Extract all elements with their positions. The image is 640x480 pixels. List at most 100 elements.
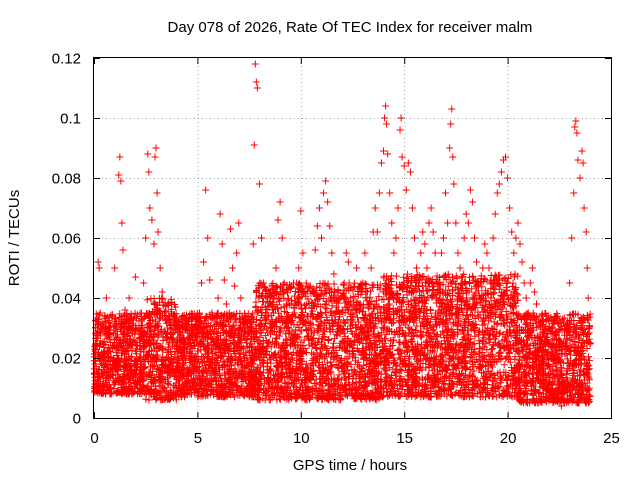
- band-point: [143, 351, 151, 359]
- band-point: [192, 353, 200, 361]
- band-point: [158, 361, 166, 369]
- band-point: [225, 375, 233, 383]
- band-point: [142, 373, 150, 381]
- band-point: [189, 315, 197, 323]
- band-point: [93, 314, 101, 322]
- band-point: [226, 367, 234, 375]
- band-point: [219, 380, 227, 388]
- band-point: [233, 374, 241, 382]
- band-point: [145, 333, 153, 341]
- band-point: [413, 322, 421, 330]
- band-point: [194, 359, 202, 367]
- band-point: [166, 324, 174, 332]
- band-point: [211, 351, 219, 359]
- band-point: [164, 391, 172, 399]
- band-point: [200, 366, 208, 374]
- band-point: [138, 386, 146, 394]
- band-point: [159, 337, 167, 345]
- band-point: [208, 363, 216, 371]
- band-point: [112, 349, 120, 357]
- band-point: [107, 311, 115, 319]
- band-point: [396, 339, 404, 347]
- band-point: [220, 317, 228, 325]
- band-point: [98, 322, 106, 330]
- band-point: [161, 317, 169, 325]
- band-point: [174, 343, 182, 351]
- band-point: [329, 343, 337, 351]
- band-point: [103, 313, 111, 321]
- band-point: [195, 363, 203, 371]
- band-point: [193, 347, 201, 355]
- band-point: [116, 336, 124, 344]
- band-point: [161, 376, 169, 384]
- band-point: [162, 362, 170, 370]
- band-point: [145, 396, 153, 404]
- band-point: [135, 317, 143, 325]
- band-point: [218, 384, 226, 392]
- band-point: [220, 344, 228, 352]
- band-point: [112, 331, 120, 339]
- band-point: [150, 341, 158, 349]
- band-point: [136, 390, 144, 398]
- band-point: [175, 391, 183, 399]
- band-point: [137, 331, 145, 339]
- band-point: [213, 319, 221, 327]
- band-point: [101, 347, 109, 355]
- band-point: [104, 361, 112, 369]
- band-point: [123, 382, 131, 390]
- band-point: [118, 386, 126, 394]
- band-point: [221, 363, 229, 371]
- band-point: [115, 363, 123, 371]
- band-point: [174, 350, 182, 358]
- band-point: [123, 312, 131, 320]
- band-point: [157, 307, 165, 315]
- band-point: [198, 328, 206, 336]
- band-point: [197, 338, 205, 346]
- band-point: [232, 381, 240, 389]
- band-point: [110, 322, 118, 330]
- band-point: [110, 356, 118, 364]
- band-point: [111, 360, 119, 368]
- band-point: [167, 299, 175, 307]
- band-point: [105, 317, 113, 325]
- band-point: [190, 342, 198, 350]
- band-point: [158, 394, 166, 402]
- band-point: [240, 318, 248, 326]
- band-point: [114, 367, 122, 375]
- band-point: [128, 330, 136, 338]
- band-point: [158, 353, 166, 361]
- band-point: [186, 348, 194, 356]
- band-point: [184, 365, 192, 373]
- band-point: [142, 338, 150, 346]
- band-point: [145, 319, 153, 327]
- band-point: [324, 280, 332, 288]
- band-point: [200, 358, 208, 366]
- band-point: [166, 386, 174, 394]
- band-point: [173, 353, 181, 361]
- band-point: [313, 283, 321, 291]
- band-point: [228, 326, 236, 334]
- band-point: [119, 335, 127, 343]
- band-point: [94, 384, 102, 392]
- band-point: [219, 337, 227, 345]
- band-point: [240, 392, 248, 400]
- band-point: [246, 367, 254, 375]
- band-point: [196, 320, 204, 328]
- band-point: [229, 355, 237, 363]
- band-point: [165, 369, 173, 377]
- band-point: [125, 375, 133, 383]
- band-point: [245, 391, 253, 399]
- band-point: [198, 352, 206, 360]
- band-point: [155, 345, 163, 353]
- band-point: [106, 381, 114, 389]
- band-point: [235, 314, 243, 322]
- band-point: [185, 355, 193, 363]
- band-point: [201, 386, 209, 394]
- band-point: [192, 368, 200, 376]
- band-point: [200, 337, 208, 345]
- band-point: [122, 332, 130, 340]
- band-point: [133, 345, 141, 353]
- band-point: [172, 314, 180, 322]
- band-point: [322, 309, 330, 317]
